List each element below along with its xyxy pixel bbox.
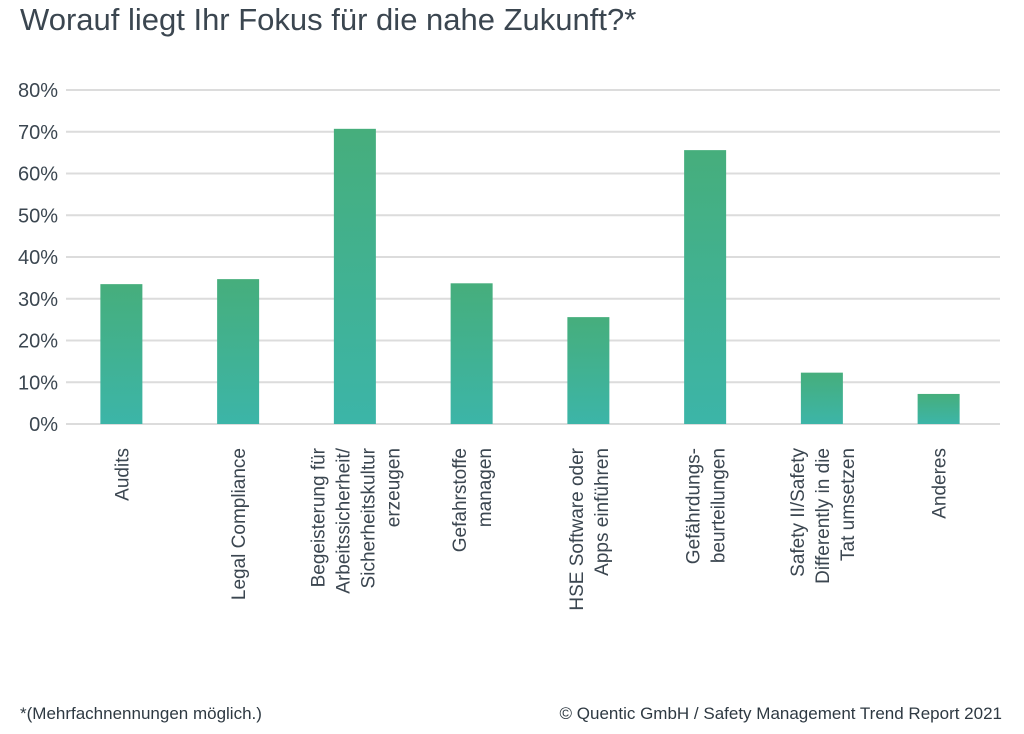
- y-axis-ticks: 0% 10% 20% 30% 40% 50% 60% 70% 80%: [18, 80, 58, 436]
- x-tick-label-line: managen: [475, 448, 496, 527]
- x-tick-label: Begeisterung für Arbeitssicherheit/Sicher…: [308, 447, 404, 593]
- x-tick-label-line: Sicherheitskultur: [358, 447, 379, 588]
- x-tick-label-line: Begeisterung für: [308, 447, 329, 587]
- y-tick-label: 30%: [18, 289, 58, 311]
- y-tick-label: 80%: [18, 80, 58, 102]
- chart-title: Worauf liegt Ihr Fokus für die nahe Zuku…: [20, 2, 637, 37]
- y-tick-label: 10%: [18, 372, 58, 394]
- x-tick-label-line: Tat umsetzen: [838, 448, 859, 561]
- x-tick-label: Gefährdungs-beurteilungen: [684, 448, 730, 564]
- x-tick-label-line: Anderes: [930, 448, 951, 519]
- x-tick-label: Audits: [112, 448, 133, 501]
- x-tick-label-line: Arbeitssicherheit/: [333, 447, 354, 593]
- bar: [450, 283, 493, 424]
- bar: [100, 284, 143, 424]
- x-tick-label-line: Differently in die: [813, 448, 834, 584]
- y-tick-label: 50%: [18, 205, 58, 227]
- x-tick-label-line: erzeugen: [383, 448, 404, 527]
- x-tick-label: Anderes: [930, 448, 951, 519]
- x-tick-label: Safety II/Safety Differently in die Tat um…: [788, 448, 859, 584]
- bar: [567, 317, 610, 424]
- x-tick-label-line: Apps einführen: [592, 448, 613, 576]
- x-tick-label-line: HSE Software oder: [567, 447, 588, 610]
- x-tick-label-line: Gefahrstoffe: [450, 448, 471, 552]
- bars: [100, 128, 960, 424]
- x-tick-label-line: Gefährdungs-: [684, 448, 705, 564]
- gridlines: [66, 89, 1000, 425]
- y-tick-label: 60%: [18, 164, 58, 186]
- bar: [800, 372, 843, 424]
- y-tick-label: 40%: [18, 247, 58, 269]
- x-tick-label-line: beurteilungen: [709, 448, 730, 563]
- copyright-text: © Quentic GmbH / Safety Management Trend…: [559, 704, 1002, 723]
- x-tick-label: Legal Compliance: [229, 448, 250, 600]
- x-tick-label-line: Legal Compliance: [229, 448, 250, 600]
- x-tick-label: Gefahrstoffe managen: [450, 448, 496, 552]
- bar: [684, 150, 727, 424]
- y-tick-label: 20%: [18, 331, 58, 353]
- bar: [917, 393, 960, 424]
- bar: [217, 279, 260, 424]
- x-tick-label-line: Safety II/Safety: [788, 448, 809, 577]
- footnote: *(Mehrfachnennungen möglich.): [20, 704, 262, 723]
- y-tick-label: 0%: [29, 414, 58, 436]
- x-tick-label: HSE Software oder Apps einführen: [567, 447, 613, 610]
- x-axis-labels: Audits Legal Compliance Begeisterung für Ar…: [112, 447, 950, 610]
- x-tick-label-line: Audits: [112, 448, 133, 501]
- bar: [333, 128, 376, 424]
- y-tick-label: 70%: [18, 122, 58, 144]
